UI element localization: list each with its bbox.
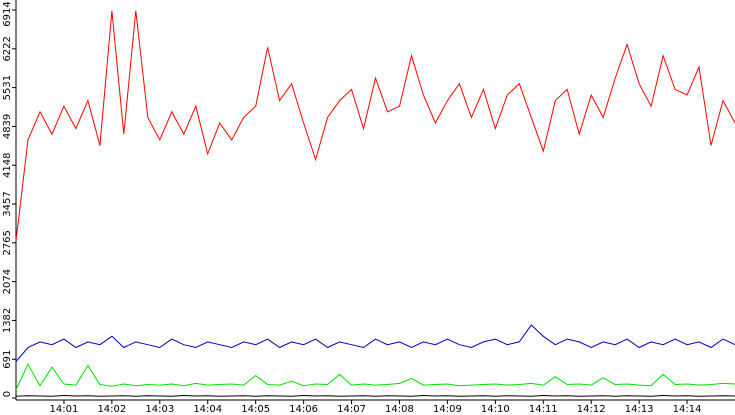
x-tick-label: 14:10 bbox=[481, 404, 510, 415]
series-line bbox=[15, 394, 735, 397]
y-tick-label: 0 bbox=[2, 391, 13, 397]
y-tick-label: 6222 bbox=[2, 36, 13, 61]
x-tick-label: 14:05 bbox=[241, 404, 270, 415]
series-line bbox=[15, 324, 735, 362]
y-tick-label: 6914 bbox=[2, 1, 13, 26]
series-line bbox=[15, 363, 735, 390]
x-tick-label: 14:07 bbox=[337, 404, 366, 415]
y-tick-label: 2074 bbox=[2, 269, 13, 294]
x-tick-label: 14:09 bbox=[433, 404, 462, 415]
y-tick-label: 4148 bbox=[2, 152, 13, 177]
x-tick-label: 14:08 bbox=[385, 404, 414, 415]
y-tick-label: 3457 bbox=[2, 191, 13, 216]
x-tick-label: 14:11 bbox=[529, 404, 558, 415]
y-tick-label: 1382 bbox=[2, 308, 13, 333]
y-tick-label: 5531 bbox=[2, 75, 13, 100]
x-tick-label: 14:12 bbox=[577, 404, 606, 415]
x-tick-label: 14:01 bbox=[50, 404, 79, 415]
x-tick-label: 14:14 bbox=[673, 404, 702, 415]
x-tick-label: 14:06 bbox=[289, 404, 318, 415]
y-tick-label: 691 bbox=[2, 350, 13, 369]
x-tick-label: 14:04 bbox=[193, 404, 222, 415]
series-line bbox=[15, 10, 735, 241]
x-tick-label: 14:03 bbox=[145, 404, 174, 415]
y-tick-label: 4839 bbox=[2, 114, 13, 139]
x-tick-label: 14:02 bbox=[97, 404, 126, 415]
x-tick-label: 14:13 bbox=[625, 404, 654, 415]
y-tick-label: 2765 bbox=[2, 230, 13, 255]
